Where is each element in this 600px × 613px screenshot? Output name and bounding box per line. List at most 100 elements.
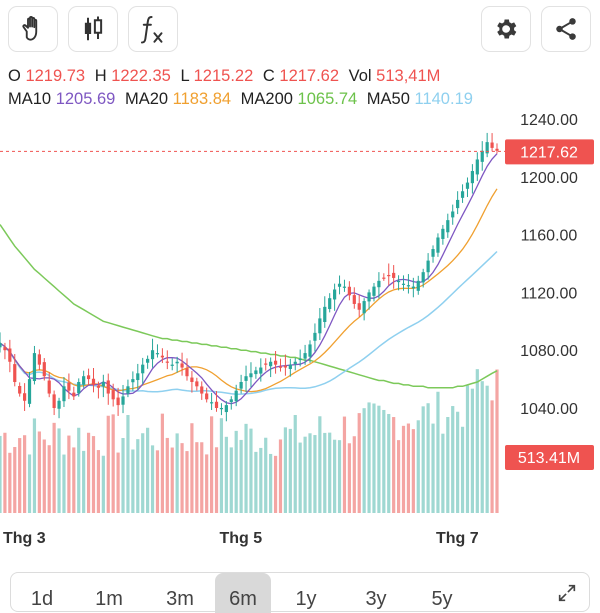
volume-bar: [224, 436, 228, 513]
candle-body: [485, 142, 489, 154]
volume-bar: [392, 417, 396, 513]
x-tick-label: Thg 3: [3, 530, 46, 547]
period-5y-button[interactable]: 5y: [411, 573, 473, 613]
candle-body: [269, 361, 273, 367]
period-1d-button[interactable]: 1d: [11, 573, 73, 613]
candle-body: [475, 159, 479, 175]
candle-body: [323, 306, 327, 322]
period-label: 3m: [166, 587, 194, 610]
candle-body: [214, 401, 219, 408]
volume-bar: [18, 438, 22, 513]
volume-bar: [77, 427, 81, 513]
volume-bar: [126, 414, 130, 513]
candle-body: [396, 280, 401, 283]
candle-body: [357, 303, 361, 310]
period-3m-button[interactable]: 3m: [145, 573, 215, 613]
candle-body: [411, 286, 415, 289]
period-6m-button[interactable]: 6m: [215, 573, 271, 613]
y-tick-label: 1080.00: [520, 343, 578, 360]
indicator-button[interactable]: [128, 6, 178, 52]
volume-bar: [160, 413, 164, 513]
candle-body: [480, 150, 484, 162]
volume-bar: [460, 426, 465, 513]
volume-bar: [101, 455, 105, 513]
candle-body: [288, 364, 292, 369]
volume-bar: [411, 429, 415, 513]
candle-body: [264, 363, 268, 365]
candle-body: [318, 318, 322, 334]
volume-bar: [485, 385, 489, 513]
candle-body: [490, 142, 494, 148]
volume-bar: [288, 428, 292, 513]
volume-bar: [372, 403, 376, 513]
candle-body: [298, 358, 302, 361]
volume-bar: [342, 416, 347, 513]
volume-bar: [318, 416, 322, 513]
candle-body: [362, 301, 366, 314]
ma-readout: MA10 1205.69 MA20 1183.84 MA200 1065.74 …: [8, 90, 478, 109]
period-label: 3y: [365, 587, 387, 610]
period-1m-button[interactable]: 1m: [73, 573, 145, 613]
candle-body: [219, 408, 224, 410]
volume-bar: [313, 435, 317, 513]
share-icon: [556, 18, 576, 40]
candle-body: [170, 364, 174, 366]
volume-bar: [352, 436, 356, 513]
volume-bar: [234, 430, 238, 513]
candle-body: [406, 285, 411, 287]
ma200-label: MA200: [240, 90, 293, 108]
period-label: 1y: [295, 587, 317, 610]
candle-body: [160, 355, 164, 358]
open-value: 1219.73: [25, 67, 86, 85]
candle-body: [27, 379, 32, 404]
candle-body: [175, 361, 179, 364]
candle-body: [77, 381, 81, 394]
price-chart[interactable]: 1217.62 1240.00 1200.00 1160.00 1120.00 1080.…: [0, 108, 600, 565]
candle-body: [460, 191, 465, 198]
volume-bar: [490, 400, 494, 513]
candle-body: [111, 390, 115, 400]
volume-tag-label: 513.41M: [518, 450, 580, 467]
share-button[interactable]: [541, 6, 591, 52]
candle-body: [333, 289, 337, 300]
expand-button[interactable]: [545, 573, 589, 613]
y-tick-label: 1160.00: [521, 228, 578, 245]
candle-body: [82, 376, 86, 385]
ma20-line: [0, 188, 498, 393]
volume-bar: [239, 439, 243, 513]
fx-indicator-icon: [140, 15, 163, 44]
candle-body: [441, 228, 445, 239]
candle-body: [13, 364, 17, 382]
period-selector: 1d 1m 3m 6m 1y 3y 5y: [10, 572, 590, 613]
volume-bar: [37, 431, 41, 513]
volume-bar: [480, 381, 484, 513]
volume-bar: [136, 439, 140, 513]
volume-bar: [214, 447, 219, 513]
candle-body: [416, 280, 420, 291]
volume-bar: [431, 423, 435, 513]
volume-bar: [219, 418, 224, 513]
period-3y-button[interactable]: 3y: [341, 573, 411, 613]
period-1y-button[interactable]: 1y: [271, 573, 341, 613]
candle-body: [150, 350, 155, 360]
chart-type-button[interactable]: [68, 6, 118, 52]
volume-bar: [27, 454, 32, 513]
candle-body: [57, 400, 61, 409]
volume-bar: [357, 413, 361, 513]
candle-body: [352, 295, 356, 304]
volume-bar: [303, 436, 307, 513]
volume-bar: [146, 427, 150, 513]
ma50-line: [0, 250, 498, 395]
candle-body: [446, 220, 450, 233]
candle-body: [116, 397, 120, 406]
volume-bar: [111, 414, 115, 513]
candle-body: [421, 272, 425, 283]
high-label: H: [94, 67, 107, 85]
volume-bar: [249, 428, 253, 513]
settings-button[interactable]: [481, 6, 531, 52]
volume-bar: [200, 442, 204, 513]
candle-body: [465, 182, 470, 189]
volume-bar: [456, 411, 460, 513]
drawing-mode-button[interactable]: [8, 6, 58, 52]
volume-bar: [57, 428, 61, 513]
